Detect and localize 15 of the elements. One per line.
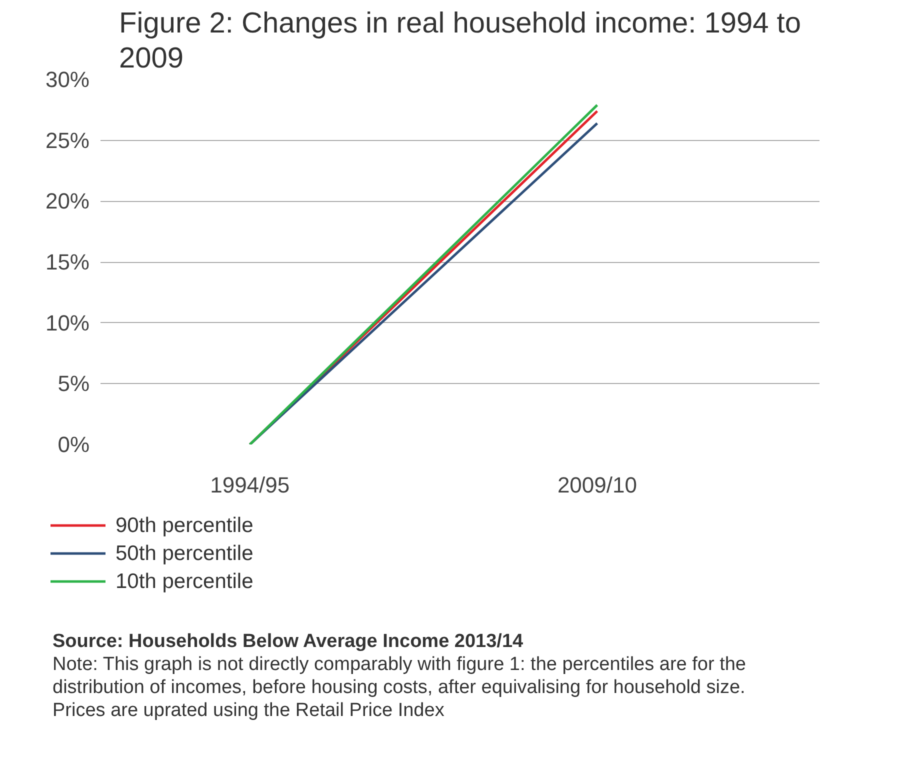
x-tick-label: 1994/95 — [210, 472, 290, 498]
legend-label: 10th percentile — [116, 570, 254, 593]
text: Note: This graph is not directly comparably with figure 1: the percentiles are for the distribution of incomes, before housing costs, after equivalising for household size. Prices are uprated using the Retail Price Index — [52, 654, 746, 721]
y-tick-label: 5% — [58, 371, 90, 396]
y-tick-label: 25% — [45, 128, 90, 153]
y-tick-label: 15% — [45, 250, 90, 274]
y-tick-label: 0% — [58, 432, 90, 457]
chart-title: Figure 2: Changes in real household income: 1994 to 2009 — [119, 7, 801, 74]
y-tick-label: 30% — [45, 67, 90, 92]
x-tick-label: 2009/10 — [557, 472, 637, 498]
y-tick-label: 10% — [45, 310, 90, 336]
source-note: Source: Households Below Average Income 2013/14 — [52, 631, 524, 652]
legend-label: 90th percentile — [116, 514, 254, 537]
legend-label: 50th percentile — [116, 542, 254, 565]
y-tick-label: 20% — [45, 188, 90, 214]
